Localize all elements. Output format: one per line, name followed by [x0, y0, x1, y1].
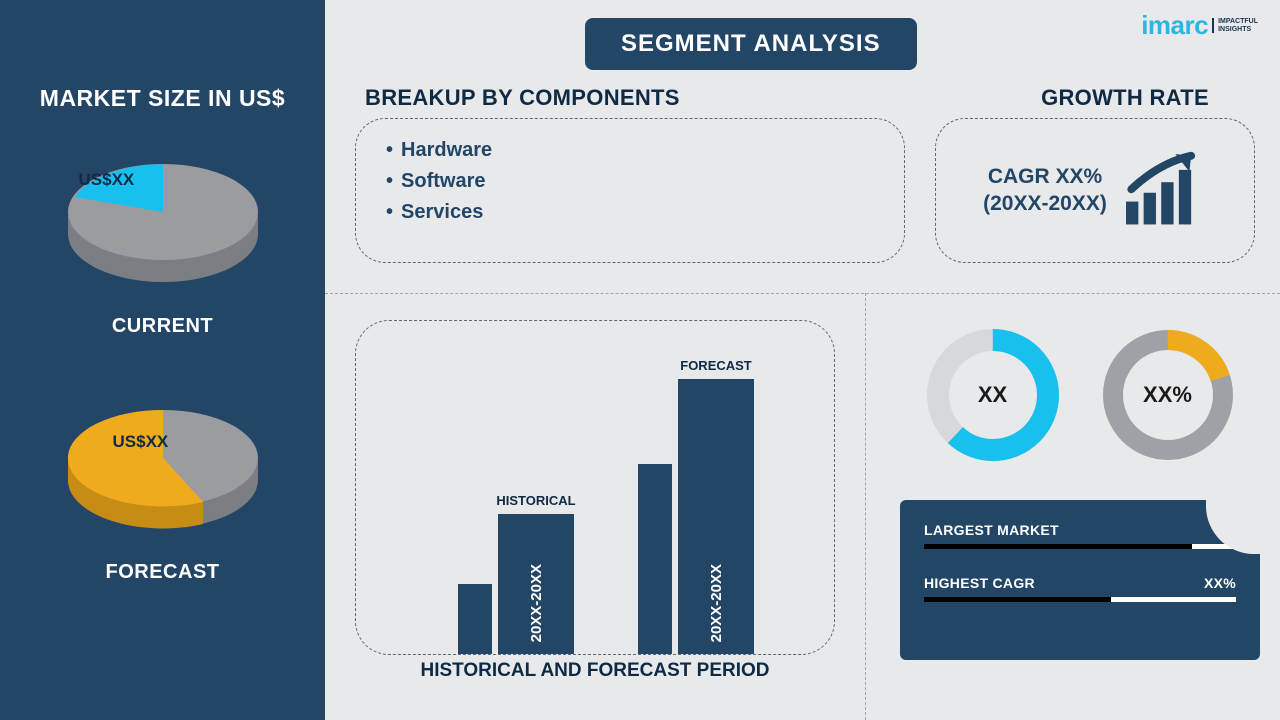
divider-horizontal	[325, 293, 1280, 294]
rank-bar-bg	[924, 544, 1236, 549]
bar-group-forecast: FORECAST 20XX-20XX	[638, 379, 754, 654]
divider-vertical	[865, 293, 866, 720]
bar-thin-historical	[458, 584, 492, 654]
pie-current-svg	[53, 142, 273, 292]
pie-forecast-caption: FORECAST	[0, 561, 325, 584]
brand-tag1: IMPACTFUL	[1218, 18, 1258, 25]
growth-text: CAGR XX% (20XX-20XX)	[983, 164, 1107, 217]
pie-current-label: US$XX	[79, 170, 135, 190]
bar-side-label-historical: 20XX-20XX	[528, 564, 545, 642]
component-item: •Hardware	[386, 135, 874, 166]
history-chart-caption: HISTORICAL AND FORECAST PERIOD	[355, 660, 835, 682]
brand-logo-text: imarc	[1141, 10, 1208, 41]
component-label: Hardware	[401, 139, 492, 161]
market-size-heading: MARKET SIZE IN US$	[0, 85, 325, 112]
rank-bar-bg	[924, 597, 1236, 602]
components-heading: BREAKUP BY COMPONENTS	[365, 85, 680, 111]
donut-1: XX	[923, 325, 1063, 465]
components-list: •Hardware •Software •Services	[386, 135, 874, 228]
pie-current-caption: CURRENT	[0, 315, 325, 338]
growth-line1: CAGR XX%	[983, 164, 1107, 190]
donut-1-center: XX	[923, 325, 1063, 465]
donut-row: XX XX%	[905, 325, 1255, 465]
bar-thick-forecast: FORECAST 20XX-20XX	[678, 379, 754, 654]
brand-logo: imarc IMPACTFUL INSIGHTS	[1141, 10, 1258, 41]
component-item: •Services	[386, 197, 874, 228]
bar-thick-historical: HISTORICAL 20XX-20XX	[498, 514, 574, 654]
rank-label: LARGEST MARKET	[924, 522, 1059, 538]
bar-chart: HISTORICAL 20XX-20XX FORECAST 20XX-20XX	[426, 354, 786, 654]
growth-line2: (20XX-20XX)	[983, 191, 1107, 217]
bar-thin-forecast	[638, 464, 672, 654]
component-label: Services	[401, 201, 483, 223]
brand-logo-tag: IMPACTFUL INSIGHTS	[1212, 18, 1258, 33]
bar-group-historical: HISTORICAL 20XX-20XX	[458, 514, 574, 654]
donut-2: XX%	[1098, 325, 1238, 465]
growth-box: CAGR XX% (20XX-20XX)	[935, 118, 1255, 263]
rank-value: XX%	[1204, 575, 1236, 591]
rank-bar-fill	[924, 597, 1111, 602]
rank-row-cagr: HIGHEST CAGR XX%	[924, 575, 1236, 602]
growth-heading: GROWTH RATE	[1010, 85, 1240, 111]
brand-tag2: INSIGHTS	[1218, 26, 1251, 33]
pie-forecast-label: US$XX	[113, 432, 169, 452]
rank-value: XX	[1217, 522, 1236, 538]
component-item: •Software	[386, 166, 874, 197]
bar-top-label-historical: HISTORICAL	[496, 493, 575, 508]
rank-bar-fill	[924, 544, 1192, 549]
ranking-panel: LARGEST MARKET XX HIGHEST CAGR XX%	[900, 500, 1260, 660]
left-panel: MARKET SIZE IN US$ US$XX CURRENT	[0, 0, 325, 720]
rank-label: HIGHEST CAGR	[924, 575, 1035, 591]
donut-2-center: XX%	[1098, 325, 1238, 465]
component-label: Software	[401, 170, 485, 192]
rank-row-largest: LARGEST MARKET XX	[924, 522, 1236, 549]
bar-side-label-forecast: 20XX-20XX	[708, 564, 725, 642]
growth-icon	[1119, 147, 1207, 235]
bar-top-label-forecast: FORECAST	[680, 358, 752, 373]
pie-current: US$XX	[53, 142, 273, 297]
right-area: SEGMENT ANALYSIS imarc IMPACTFUL INSIGHT…	[325, 0, 1280, 720]
pie-forecast: US$XX	[53, 388, 273, 543]
page-title: SEGMENT ANALYSIS	[585, 18, 917, 70]
components-box: •Hardware •Software •Services	[355, 118, 905, 263]
pie-forecast-svg	[53, 388, 273, 538]
history-chart-box: HISTORICAL 20XX-20XX FORECAST 20XX-20XX	[355, 320, 835, 655]
